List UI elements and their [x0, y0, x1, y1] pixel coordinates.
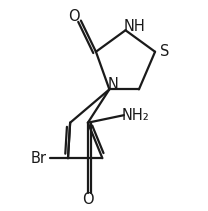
Text: Br: Br	[30, 151, 46, 166]
Text: NH: NH	[123, 19, 145, 34]
Text: O: O	[82, 192, 94, 207]
Text: S: S	[160, 44, 169, 59]
Text: N: N	[108, 77, 119, 92]
Text: NH₂: NH₂	[122, 108, 150, 123]
Text: O: O	[68, 9, 80, 24]
